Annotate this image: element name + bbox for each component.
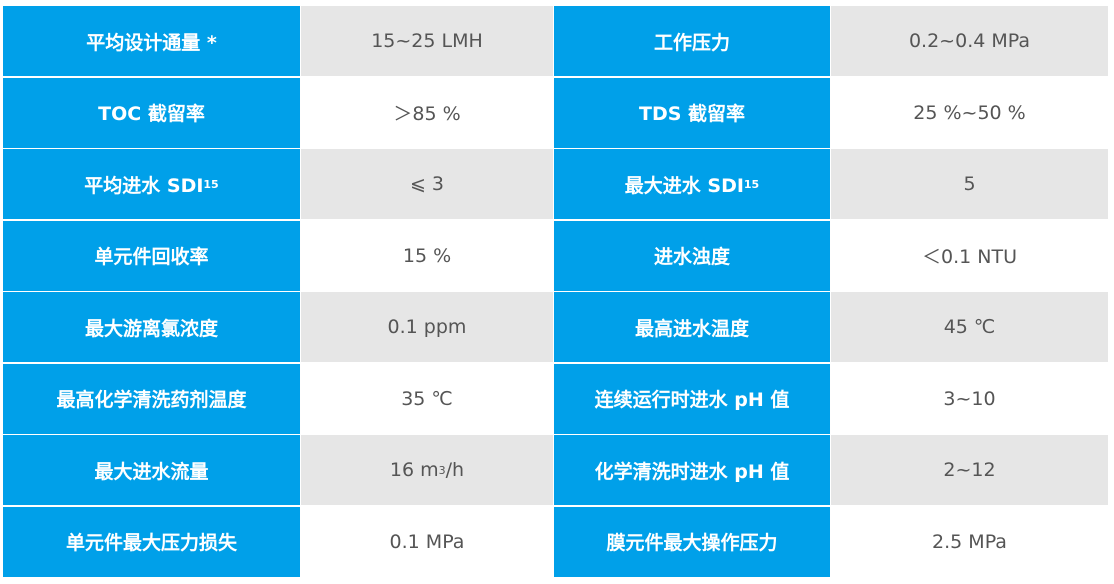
spec-table: 平均设计通量 * 15~25 LMH 工作压力 0.2~0.4 MPa TOC 截留率 ＞…: [3, 6, 1108, 577]
param-label-text: 最大进水 SDI: [624, 174, 744, 197]
param-value: ⩽ 3: [301, 149, 553, 219]
param-label: TDS 截留率: [554, 77, 830, 148]
param-label-text: 进水浊度: [653, 246, 730, 268]
param-label: 膜元件最大操作压力: [554, 506, 830, 577]
param-label-text: 单元件回收率: [94, 246, 209, 268]
param-value-text: 0.2~0.4 MPa: [908, 30, 1031, 52]
param-label: 平均设计通量 *: [3, 6, 300, 76]
param-label: 连续运行时进水 pH 值: [554, 363, 830, 434]
param-label-text: 最大游离氯浓度: [84, 317, 218, 340]
param-label-text: 单元件最大压力损失: [65, 532, 237, 554]
param-value-text: 15 %: [402, 244, 452, 267]
param-value-text: 0.1 MPa: [389, 530, 465, 553]
param-value-text: 25 %~50 %: [913, 101, 1026, 124]
subscript: 15: [203, 177, 219, 191]
param-label: 进水浊度: [554, 220, 830, 291]
param-value-text: 3~10: [943, 387, 996, 410]
param-label: TOC 截留率: [3, 77, 300, 148]
superscript: 3: [438, 463, 446, 477]
param-value: 45 ℃: [831, 292, 1108, 362]
param-label-text: 平均设计通量 *: [86, 31, 217, 54]
param-label-text: 工作压力: [653, 31, 730, 54]
param-value: 2.5 MPa: [831, 506, 1108, 577]
param-label: 最大进水流量: [3, 435, 300, 505]
suffix: /h: [445, 459, 465, 481]
param-value-text: 35 ℃: [401, 387, 453, 410]
param-label: 工作压力: [554, 6, 830, 76]
param-label: 最高进水温度: [554, 292, 830, 362]
param-value: 3~10: [831, 363, 1108, 434]
param-label-text: 平均进水 SDI: [84, 174, 204, 197]
param-label: 最高化学清洗药剂温度: [3, 363, 300, 434]
param-label-text: TOC 截留率: [98, 103, 205, 125]
param-value-text: 5: [963, 173, 976, 195]
param-value: 0.2~0.4 MPa: [831, 6, 1108, 76]
param-value: 0.1 ppm: [301, 292, 553, 362]
subscript: 15: [743, 177, 760, 191]
param-value-text: ＞85 %: [393, 103, 461, 125]
param-label-text: 最高进水温度: [634, 317, 749, 340]
param-value-text: ＜0.1 NTU: [922, 246, 1017, 268]
param-value-text: 0.1 ppm: [387, 316, 467, 338]
param-value: 15 %: [301, 220, 553, 291]
param-value-text: ⩽ 3: [409, 173, 445, 195]
param-value-text: 15~25 LMH: [371, 30, 483, 52]
param-label: 单元件回收率: [3, 220, 300, 291]
param-value-text: 16 m: [389, 459, 439, 481]
param-value: 25 %~50 %: [831, 77, 1108, 148]
param-label-text: 最大进水流量: [94, 460, 209, 483]
param-value-text: 2.5 MPa: [932, 530, 1007, 553]
param-label-text: 连续运行时进水 pH 值: [594, 389, 790, 411]
param-label: 单元件最大压力损失: [3, 506, 300, 577]
param-label-text: 膜元件最大操作压力: [606, 532, 778, 554]
param-label: 化学清洗时进水 pH 值: [554, 435, 830, 505]
param-value: 5: [831, 149, 1108, 219]
param-value: 2~12: [831, 435, 1108, 505]
param-label: 最大游离氯浓度: [3, 292, 300, 362]
param-value-text: 2~12: [943, 459, 996, 481]
param-label: 平均进水 SDI 15: [3, 149, 300, 219]
param-value: 0.1 MPa: [301, 506, 553, 577]
param-label-text: TDS 截留率: [638, 103, 746, 125]
param-value: 35 ℃: [301, 363, 553, 434]
param-label-text: 化学清洗时进水 pH 值: [594, 460, 790, 483]
param-value-text: 45 ℃: [943, 316, 996, 338]
param-value: 16 m 3/h: [301, 435, 553, 505]
param-value: ＞85 %: [301, 77, 553, 148]
param-value: ＜0.1 NTU: [831, 220, 1108, 291]
param-value: 15~25 LMH: [301, 6, 553, 76]
param-label-text: 最高化学清洗药剂温度: [56, 389, 247, 411]
param-label: 最大进水 SDI 15: [554, 149, 830, 219]
